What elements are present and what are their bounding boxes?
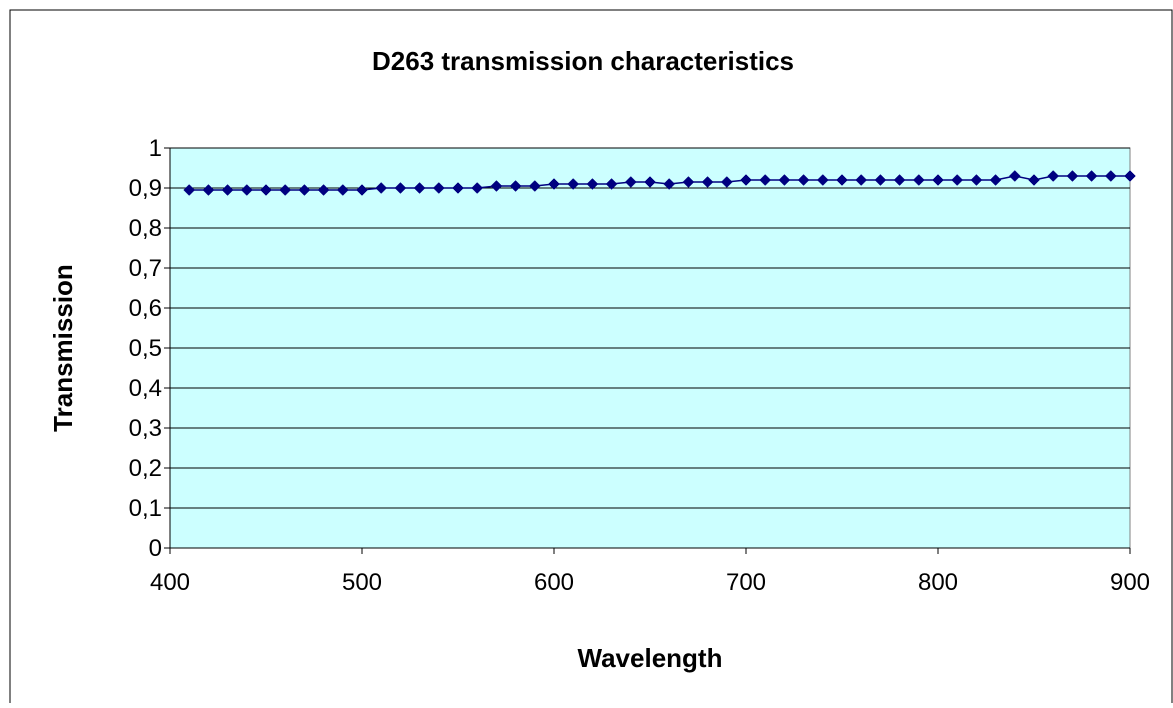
y-tick-label: 0,2 [129,455,162,482]
data-point [970,174,983,186]
data-point [1066,170,1079,182]
data-point [202,184,215,196]
data-point [298,184,311,196]
x-tick-label: 600 [534,569,574,596]
y-tick-label: 0,4 [129,375,162,402]
data-point [836,174,848,186]
data-point [356,184,368,196]
data-point [759,174,772,186]
data-point [375,182,388,194]
data-point [855,174,868,186]
data-point [720,176,733,188]
data-point [490,180,503,192]
data-point [413,182,426,194]
data-point [567,178,580,190]
y-tick-label: 0,8 [129,215,162,242]
data-point [1085,170,1098,182]
series-layer [183,170,1136,196]
y-tick-label: 0,1 [129,495,162,522]
data-point [701,176,714,188]
data-point [471,182,484,194]
x-tick-label: 400 [150,569,190,596]
data-point [912,174,925,186]
data-point [452,182,464,194]
y-tick-label: 0,9 [129,175,162,202]
data-point [394,182,407,194]
data-point [1008,170,1021,182]
data-point [778,174,791,186]
y-tick-label: 1 [149,135,162,162]
x-axis-label: Wavelength [578,643,723,673]
x-tick-labels: 400 500 600 700 800 900 [150,569,1150,596]
data-point [1028,174,1040,186]
gridlines [170,147,1130,509]
data-point [1104,170,1117,182]
data-point [816,174,829,186]
data-point [644,176,656,188]
y-tick-label: 0,3 [129,415,162,442]
data-point [336,184,349,196]
y-axis-label: Transmission [48,264,78,432]
data-point [682,176,695,188]
data-point [951,174,964,186]
data-point [1124,170,1136,182]
x-tick-label: 700 [726,569,766,596]
data-point [797,174,810,186]
data-point [260,184,272,196]
data-point [317,184,330,196]
data-point [605,178,618,190]
data-point [528,180,541,192]
data-point [893,174,906,186]
data-point [240,184,253,196]
data-point [586,178,599,190]
data-point [932,174,944,186]
data-point [183,184,196,196]
y-tick-label: 0,5 [129,335,162,362]
data-point [989,174,1002,186]
data-point [279,184,292,196]
y-tick-label: 0,6 [129,295,162,322]
data-point [874,174,887,186]
x-tick-label: 800 [918,569,958,596]
chart-title: D263 transmission characteristics [372,46,794,76]
y-tick-label: 0 [149,535,162,562]
data-point [1047,170,1060,182]
data-point [740,174,752,186]
data-point [624,176,637,188]
data-point [509,180,522,192]
data-point [663,178,676,190]
y-tick-labels: 0 0,1 0,2 0,3 0,4 0,5 0,6 0,7 0,8 0,9 1 [129,135,162,562]
data-point [548,178,560,190]
data-point [432,182,445,194]
axes [164,147,1131,554]
x-tick-label: 500 [342,569,382,596]
data-point [221,184,234,196]
y-tick-label: 0,7 [129,255,162,282]
x-tick-label: 900 [1110,569,1150,596]
